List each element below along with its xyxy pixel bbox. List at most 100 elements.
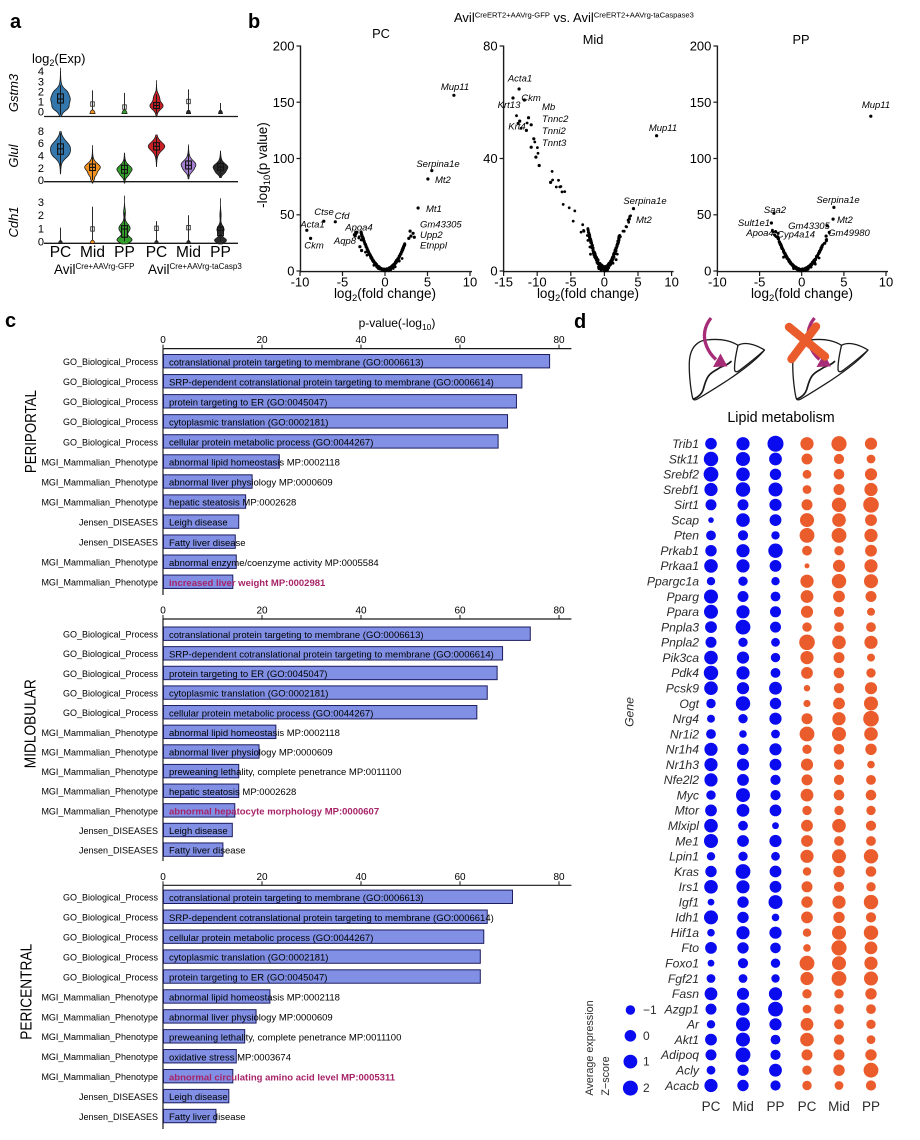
svg-text:20: 20 (256, 872, 268, 883)
svg-text:protein targeting to ER (GO:00: protein targeting to ER (GO:0045047) (169, 669, 327, 680)
svg-text:-10: -10 (291, 275, 310, 290)
svg-text:GO_Biological_Process: GO_Biological_Process (63, 893, 159, 903)
svg-text:Pten: Pten (674, 529, 699, 543)
svg-text:Mb: Mb (542, 102, 555, 113)
svg-text:MGI_Mammalian_Phenotype: MGI_Mammalian_Phenotype (41, 1072, 158, 1082)
svg-text:GO_Biological_Process: GO_Biological_Process (63, 357, 159, 367)
svg-text:Fto: Fto (681, 941, 699, 955)
svg-text:abnormal circulating amino aci: abnormal circulating amino acid level MP… (169, 1072, 396, 1083)
svg-text:60: 60 (454, 335, 466, 346)
svg-text:protein targeting to ER (GO:00: protein targeting to ER (GO:0045047) (169, 973, 327, 984)
svg-text:Jensen_DISEASES: Jensen_DISEASES (79, 538, 158, 548)
svg-text:Srebf2: Srebf2 (663, 468, 699, 482)
svg-text:Apoa4: Apoa4 (745, 228, 773, 239)
svg-text:Acacb: Acacb (664, 1079, 699, 1093)
svg-text:Scap: Scap (671, 513, 699, 527)
svg-text:Gm43305: Gm43305 (420, 220, 462, 231)
svg-text:Serpina1e: Serpina1e (416, 159, 459, 170)
svg-text:Mt2: Mt2 (636, 215, 653, 226)
svg-text:0: 0 (490, 264, 497, 279)
svg-text:8: 8 (38, 126, 44, 138)
svg-text:PC: PC (50, 244, 72, 261)
svg-text:Mid: Mid (176, 244, 201, 261)
svg-text:60: 60 (454, 606, 466, 617)
svg-text:c: c (5, 310, 16, 332)
svg-text:MGI_Mammalian_Phenotype: MGI_Mammalian_Phenotype (41, 1032, 158, 1042)
svg-text:preweaning lethality, complete: preweaning lethality, complete penetranc… (169, 767, 401, 778)
svg-text:Serpina1e: Serpina1e (816, 195, 859, 206)
svg-text:GO_Biological_Process: GO_Biological_Process (63, 689, 159, 699)
svg-text:preweaning lethality, complete: preweaning lethality, complete penetranc… (169, 1032, 401, 1043)
svg-text:3: 3 (38, 197, 44, 209)
svg-text:3: 3 (38, 76, 44, 88)
svg-text:Cfd: Cfd (335, 211, 351, 222)
svg-text:cotranslational protein target: cotranslational protein targeting to mem… (169, 893, 424, 904)
svg-text:hepatic steatosis MP:0002628: hepatic steatosis MP:0002628 (169, 498, 296, 509)
svg-text:MGI_Mammalian_Phenotype: MGI_Mammalian_Phenotype (41, 728, 158, 738)
svg-text:abnormal lipid homeostasis MP:: abnormal lipid homeostasis MP:0002118 (169, 458, 340, 469)
svg-text:5: 5 (634, 275, 641, 290)
svg-text:Mup11: Mup11 (649, 123, 677, 134)
svg-text:0: 0 (38, 175, 44, 187)
svg-text:PP: PP (862, 1099, 880, 1114)
svg-text:GO_Biological_Process: GO_Biological_Process (63, 708, 159, 718)
svg-text:Average expression: Average expression (584, 1000, 596, 1095)
svg-text:abnormal enzyme/coenzyme activ: abnormal enzyme/coenzyme activity MP:000… (169, 558, 379, 569)
svg-text:Nfe2l2: Nfe2l2 (664, 773, 699, 787)
svg-text:GO_Biological_Process: GO_Biological_Process (63, 649, 159, 659)
svg-text:0: 0 (643, 1029, 650, 1043)
svg-text:MGI_Mammalian_Phenotype: MGI_Mammalian_Phenotype (41, 787, 158, 797)
svg-text:Saa2: Saa2 (764, 205, 787, 216)
svg-text:-5: -5 (565, 275, 577, 290)
svg-text:2: 2 (643, 1081, 650, 1095)
svg-text:4: 4 (38, 151, 44, 163)
svg-text:80: 80 (483, 39, 497, 54)
svg-text:Pdk4: Pdk4 (671, 666, 699, 680)
svg-text:Mlxipl: Mlxipl (668, 819, 699, 833)
svg-text:0: 0 (160, 606, 166, 617)
svg-text:GO_Biological_Process: GO_Biological_Process (63, 669, 159, 679)
svg-text:40: 40 (355, 335, 367, 346)
svg-text:50: 50 (697, 207, 711, 222)
svg-text:Nr1h3: Nr1h3 (666, 758, 699, 772)
svg-text:PC: PC (372, 26, 390, 41)
svg-text:Stk11: Stk11 (669, 452, 699, 466)
svg-text:Aqp8: Aqp8 (333, 236, 357, 247)
svg-text:Fasn: Fasn (672, 987, 699, 1001)
svg-text:GO_Biological_Process: GO_Biological_Process (63, 972, 159, 982)
svg-text:50: 50 (280, 207, 294, 222)
svg-text:Jensen_DISEASES: Jensen_DISEASES (79, 846, 158, 856)
svg-text:Ppargc1a: Ppargc1a (647, 575, 699, 589)
svg-text:abnormal liver physiology MP:0: abnormal liver physiology MP:0000609 (169, 748, 333, 759)
svg-text:200: 200 (690, 39, 712, 54)
svg-text:log2(fold change): log2(fold change) (537, 286, 639, 304)
svg-text:Ppara: Ppara (666, 605, 699, 619)
svg-text:oxidative stress MP:0003674: oxidative stress MP:0003674 (169, 1052, 291, 1063)
svg-text:d: d (574, 311, 586, 333)
svg-text:Me1: Me1 (675, 834, 699, 848)
svg-text:GO_Biological_Process: GO_Biological_Process (63, 630, 159, 640)
svg-text:0: 0 (160, 335, 166, 346)
svg-text:GO_Biological_Process: GO_Biological_Process (63, 437, 159, 447)
svg-text:Ckm: Ckm (304, 241, 324, 252)
svg-text:Mid: Mid (828, 1099, 850, 1114)
svg-text:0: 0 (160, 872, 166, 883)
svg-text:Tnnt3: Tnnt3 (542, 138, 567, 149)
svg-text:-5: -5 (337, 275, 349, 290)
svg-text:10: 10 (463, 275, 477, 290)
svg-text:Leigh disease: Leigh disease (169, 518, 228, 529)
svg-text:0: 0 (601, 275, 608, 290)
svg-text:-log10(p value): -log10(p value) (255, 122, 273, 208)
svg-text:Sult1e1: Sult1e1 (738, 218, 770, 229)
svg-text:Akt1: Akt1 (674, 1033, 699, 1047)
svg-text:PC: PC (798, 1099, 817, 1114)
svg-text:Fatty liver disease: Fatty liver disease (169, 846, 246, 857)
svg-text:Leigh disease: Leigh disease (169, 826, 228, 837)
svg-text:cytoplasmic translation (GO:00: cytoplasmic translation (GO:0002181) (169, 689, 328, 700)
svg-text:PC: PC (702, 1099, 721, 1114)
svg-text:-10: -10 (708, 275, 727, 290)
svg-text:PP: PP (766, 1099, 784, 1114)
svg-text:Gm43305: Gm43305 (788, 221, 830, 232)
svg-text:Gene: Gene (623, 697, 637, 727)
svg-text:Serpina1e: Serpina1e (623, 196, 666, 207)
